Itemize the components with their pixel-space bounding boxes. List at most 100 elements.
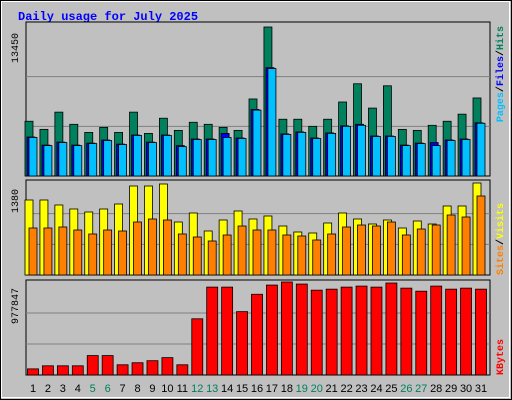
- bar: [116, 364, 129, 376]
- bar: [401, 145, 411, 177]
- bar: [222, 234, 232, 276]
- x-tick-label: 16: [251, 383, 263, 395]
- bar: [282, 134, 292, 177]
- bar: [327, 133, 337, 177]
- x-tick-label: 2: [45, 383, 51, 395]
- x-tick-label: 29: [445, 383, 457, 395]
- bar: [476, 195, 486, 276]
- bar: [340, 286, 353, 376]
- bar: [431, 224, 441, 276]
- bar: [357, 224, 366, 276]
- chart-title: Daily usage for July 2025: [18, 10, 198, 24]
- bar: [416, 143, 426, 177]
- bar: [162, 135, 172, 177]
- y-tick-label: 977847: [11, 288, 22, 324]
- bar: [400, 287, 413, 376]
- bar: [431, 145, 441, 177]
- bar: [207, 139, 217, 177]
- bar: [73, 145, 83, 177]
- x-tick-label: 5: [90, 383, 96, 395]
- bar: [192, 236, 202, 276]
- bar: [161, 357, 174, 376]
- bar: [310, 289, 323, 376]
- bar: [355, 285, 368, 376]
- x-tick-label: 30: [460, 383, 472, 395]
- x-tick-label: 15: [236, 383, 248, 395]
- bar: [297, 235, 307, 276]
- bar: [385, 282, 398, 376]
- x-tick-label: 22: [340, 383, 352, 395]
- x-tick-label: 6: [105, 383, 111, 395]
- bar: [43, 145, 53, 177]
- x-tick-label: 12: [191, 383, 203, 395]
- bar: [312, 239, 322, 276]
- bar: [207, 240, 217, 276]
- bar: [27, 368, 39, 376]
- bar: [251, 293, 263, 376]
- bar: [372, 136, 381, 177]
- bar: [206, 286, 219, 376]
- bar: [312, 138, 322, 177]
- x-tick-label: 4: [75, 383, 81, 395]
- legend: KBytes: [496, 339, 507, 375]
- bar: [461, 216, 471, 276]
- legend-separator: /: [495, 50, 507, 56]
- bar: [221, 286, 234, 376]
- x-tick-label: 27: [415, 383, 427, 395]
- bar: [58, 226, 68, 276]
- bar: [401, 234, 411, 276]
- bar: [460, 287, 472, 376]
- bar: [342, 125, 352, 177]
- y-tick-label: 13450: [11, 33, 22, 63]
- bar: [148, 142, 157, 177]
- bar: [297, 132, 307, 177]
- bar: [446, 214, 456, 276]
- bar: [103, 140, 113, 177]
- bar: [236, 311, 248, 376]
- bar: [118, 230, 127, 276]
- x-tick-label: 13: [206, 383, 218, 395]
- bar: [445, 288, 458, 376]
- bar: [177, 233, 187, 276]
- bar: [325, 288, 338, 376]
- x-tick-label: 17: [266, 383, 278, 395]
- bar: [252, 109, 262, 177]
- bar: [461, 139, 471, 177]
- bar: [386, 136, 396, 177]
- x-tick-label: 31: [475, 383, 487, 395]
- bar: [476, 122, 486, 177]
- bar: [162, 219, 172, 276]
- x-tick-label: 23: [355, 383, 367, 395]
- bar: [71, 365, 84, 376]
- bar: [88, 143, 98, 177]
- bar: [327, 233, 337, 276]
- bar: [295, 283, 308, 376]
- bar: [58, 142, 68, 177]
- bar: [133, 221, 142, 276]
- x-tick-label: 11: [177, 383, 188, 395]
- legend-separator: /: [495, 86, 507, 92]
- x-tick-label: 19: [296, 383, 308, 395]
- bar: [252, 229, 262, 276]
- x-tick-label: 20: [311, 383, 323, 395]
- x-tick-label: 8: [134, 383, 140, 395]
- legend: Pages/Files/Hits: [495, 26, 507, 122]
- bar: [191, 318, 204, 376]
- bar: [370, 286, 383, 376]
- x-tick-label: 10: [161, 383, 173, 395]
- x-tick-label: 14: [221, 383, 233, 395]
- bar: [103, 229, 113, 276]
- x-tick-label: 18: [281, 383, 293, 395]
- bar: [267, 68, 277, 177]
- bar: [192, 139, 202, 177]
- bar: [176, 364, 189, 376]
- y-tick-label: 1380: [11, 189, 22, 213]
- bar: [357, 124, 366, 177]
- x-tick-label: 3: [60, 383, 66, 395]
- bar: [280, 281, 293, 376]
- bar: [430, 285, 443, 376]
- bar: [131, 362, 144, 376]
- bar: [101, 355, 114, 376]
- x-tick-label: 26: [400, 383, 412, 395]
- bar: [88, 233, 98, 276]
